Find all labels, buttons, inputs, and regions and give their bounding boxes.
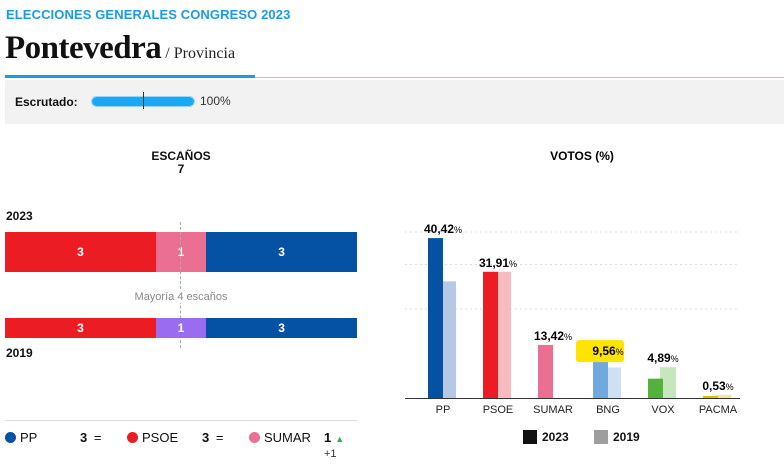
title-row: Pontevedra / Provincia — [5, 26, 255, 78]
value-label-sumar: 13,42% — [534, 329, 572, 343]
legend-2019-swatch — [594, 430, 608, 444]
legend-seat-change: +1 — [324, 448, 337, 460]
value-label-pp: 40,42% — [424, 222, 462, 236]
legend-dot-sumar — [249, 432, 260, 443]
year-label-current: 2023 — [6, 209, 33, 223]
seat-bar-2019-segment-unidas-podemos: 1 — [155, 318, 207, 338]
legend-seat-count: 3 — [202, 430, 210, 445]
category-label-bng: BNG — [596, 404, 620, 416]
bar-2023-sumar — [538, 344, 553, 398]
kicker: ELECCIONES GENERALES CONGRESO 2023 — [6, 7, 291, 22]
legend-party-sumar: SUMAR — [264, 430, 311, 445]
bar-2023-pp — [428, 238, 443, 398]
seat-bar-2023-segment-psoe: 3 — [5, 232, 156, 272]
legend-party-psoe: PSOE — [142, 430, 179, 445]
legend-2023-swatch — [523, 430, 537, 444]
legend-item-pp: PP — [5, 430, 37, 445]
page-title: Pontevedra — [5, 30, 162, 66]
category-label-psoe: PSOE — [483, 404, 514, 416]
seat-bar-2023-segment-pp: 3 — [206, 232, 357, 272]
value-label-psoe: 31,91% — [479, 256, 517, 270]
value-label-vox: 4,89% — [647, 351, 678, 365]
seats-heading: ESCAÑOS 7 — [130, 150, 232, 176]
bar-2019-psoe — [495, 271, 511, 398]
legend-seats-sumar: 1 ▲ +1 — [324, 430, 357, 460]
scrutiny-panel: Escrutado: 100% — [5, 80, 784, 124]
legend-dot-pp — [5, 432, 16, 443]
seat-bar-2019-segment-psoe: 3 — [5, 318, 156, 338]
value-label-pacma: 0,53% — [702, 379, 733, 393]
legend-seats-pp: 3 = — [80, 430, 101, 445]
scrutiny-value: 100% — [200, 94, 231, 108]
legend-party-pp: PP — [20, 430, 38, 445]
legend-2023-label: 2023 — [542, 430, 569, 444]
category-label-sumar: SUMAR — [533, 404, 573, 416]
votes-title: VOTOS (%) — [550, 149, 614, 163]
legend-seat-count: 3 — [80, 430, 88, 445]
seats-total: 7 — [177, 162, 185, 176]
up-triangle-icon: ▲ — [335, 434, 345, 444]
page-subtitle: / Provincia — [165, 45, 236, 62]
bar-2023-psoe — [483, 271, 498, 398]
bar-2023-vox — [648, 378, 663, 398]
majority-label: Mayoría 4 escaños — [100, 291, 262, 303]
legend-delta: ▲ +1 — [324, 433, 344, 460]
bar-2019-pacma — [715, 394, 731, 398]
scrutiny-half-tick — [143, 92, 144, 109]
legend-dot-psoe — [127, 432, 138, 443]
seats-legend: PP 3 = PSOE 3 = SUMAR 1 ▲ +1 — [5, 420, 357, 463]
year-label-previous: 2019 — [6, 346, 33, 360]
title-divider — [255, 77, 784, 78]
category-label-vox: VOX — [651, 404, 675, 416]
bar-2023-bng — [593, 360, 608, 398]
legend-item-psoe: PSOE — [127, 430, 178, 445]
bar-2019-pp — [440, 281, 456, 398]
scrutiny-label: Escrutado: — [15, 95, 78, 109]
legend-seat-count: 1 — [324, 430, 332, 445]
votes-chart: VOTOS (%) 40,42% PP 31,91% PSOE 13,42% SUMAR 9,… — [400, 140, 784, 463]
category-label-pacma: PACMA — [699, 404, 738, 416]
legend-2023: 2023 — [523, 430, 569, 444]
seats-title: ESCAÑOS — [151, 149, 211, 163]
bar-2019-bng — [605, 367, 621, 398]
majority-line — [180, 222, 181, 348]
category-label-pp: PP — [436, 404, 451, 416]
legend-item-sumar: SUMAR — [249, 430, 311, 445]
value-label-bng: 9,56% — [592, 344, 623, 358]
seat-bar-2019-segment-pp: 3 — [206, 318, 357, 338]
legend-2019: 2019 — [594, 430, 640, 444]
bar-2023-pacma — [703, 395, 718, 398]
legend-2019-label: 2019 — [613, 430, 640, 444]
legend-no-change: = — [90, 430, 102, 445]
legend-seats-psoe: 3 = — [202, 430, 223, 445]
votes-chart-svg: VOTOS (%) 40,42% PP 31,91% PSOE 13,42% SUMAR 9,… — [405, 149, 740, 416]
bar-2019-vox — [660, 367, 676, 398]
legend-no-change: = — [212, 430, 224, 445]
highlight-bng — [576, 340, 624, 363]
